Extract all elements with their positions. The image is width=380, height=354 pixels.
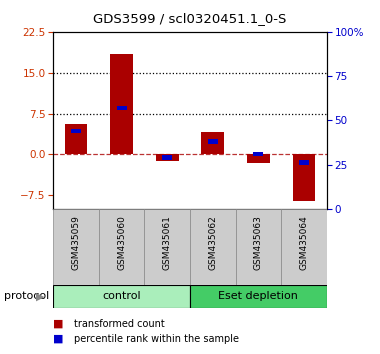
Bar	[293, 154, 315, 201]
Text: protocol: protocol	[4, 291, 49, 302]
Bar	[201, 132, 224, 154]
Text: ■: ■	[53, 334, 64, 344]
Bar	[71, 129, 81, 133]
Bar	[190, 209, 236, 285]
Bar	[53, 209, 99, 285]
Text: control: control	[102, 291, 141, 302]
Text: percentile rank within the sample: percentile rank within the sample	[74, 334, 239, 344]
Bar	[144, 209, 190, 285]
Bar	[162, 155, 172, 160]
Text: Eset depletion: Eset depletion	[218, 291, 298, 302]
Text: transformed count: transformed count	[74, 319, 165, 329]
Bar	[281, 209, 327, 285]
Bar	[65, 125, 87, 154]
Bar	[299, 160, 309, 165]
Text: ▶: ▶	[36, 291, 44, 302]
Text: GSM435062: GSM435062	[208, 215, 217, 270]
Bar	[53, 285, 190, 308]
Bar	[208, 139, 218, 144]
Text: GDS3599 / scl0320451.1_0-S: GDS3599 / scl0320451.1_0-S	[93, 12, 287, 25]
Bar	[247, 154, 270, 162]
Bar	[110, 54, 133, 154]
Text: GSM435064: GSM435064	[299, 215, 309, 270]
Bar	[99, 209, 144, 285]
Text: GSM435059: GSM435059	[71, 215, 81, 270]
Text: GSM435061: GSM435061	[163, 215, 172, 270]
Text: GSM435063: GSM435063	[254, 215, 263, 270]
Bar	[236, 209, 281, 285]
Text: GSM435060: GSM435060	[117, 215, 126, 270]
Bar	[117, 105, 127, 110]
Bar	[190, 285, 327, 308]
Bar	[253, 152, 263, 156]
Text: ■: ■	[53, 319, 64, 329]
Bar	[156, 154, 179, 161]
